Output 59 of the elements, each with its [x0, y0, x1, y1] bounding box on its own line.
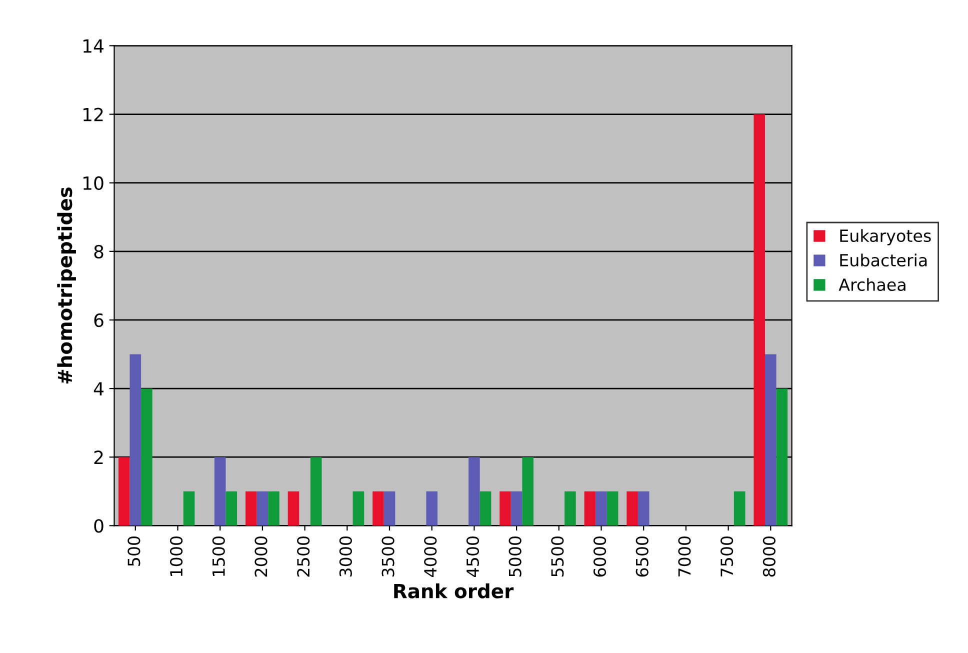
legend-label: Eukaryotes — [840, 229, 931, 246]
bar — [246, 491, 257, 526]
x-tick-label: 7000 — [678, 536, 691, 576]
x-tick-label: 2000 — [254, 536, 268, 577]
bar — [596, 491, 607, 526]
bar — [256, 491, 268, 526]
bar — [226, 491, 238, 526]
bar — [118, 457, 130, 526]
bar — [288, 491, 300, 526]
bar — [480, 491, 492, 526]
bar — [384, 491, 396, 526]
x-tick-label: 3500 — [382, 536, 394, 577]
bar — [765, 354, 776, 526]
y-tick-label: 6 — [94, 313, 104, 328]
bar — [352, 491, 364, 526]
x-tick-label: 7500 — [720, 536, 734, 576]
bar — [510, 491, 522, 526]
y-tick-label: 10 — [84, 176, 104, 190]
bar — [130, 354, 142, 526]
bar — [734, 491, 746, 526]
x-tick-label: 8000 — [762, 536, 776, 577]
legend-label: Archaea — [838, 278, 906, 291]
x-tick-label: 5500 — [551, 536, 564, 577]
bar — [776, 388, 788, 526]
bar — [584, 491, 596, 526]
bar — [754, 114, 765, 526]
y-tick-label: 14 — [84, 39, 104, 53]
x-tick-label: 6500 — [636, 536, 648, 577]
x-tick-label: 6000 — [593, 536, 606, 577]
bar — [372, 491, 384, 526]
bar — [606, 491, 618, 526]
bar — [183, 491, 195, 526]
x-tick-label: 4500 — [466, 536, 480, 577]
bar — [638, 491, 650, 526]
y-tick-label: 2 — [94, 450, 103, 464]
x-tick-label: 500 — [128, 536, 140, 566]
y-tick-label: 4 — [94, 382, 104, 396]
x-tick-label: 2500 — [297, 536, 310, 577]
y-tick-label: 8 — [94, 244, 104, 259]
bar — [626, 491, 638, 526]
y-tick-label: 12 — [84, 108, 103, 122]
bar — [564, 491, 576, 526]
x-tick-label: 1000 — [170, 536, 183, 576]
bar — [268, 491, 280, 526]
x-tick-label: 5000 — [508, 536, 522, 577]
bar — [214, 457, 226, 526]
bar — [468, 457, 480, 526]
bar — [141, 388, 152, 526]
bar — [522, 457, 534, 526]
x-tick-label: 4000 — [424, 536, 437, 577]
bar — [310, 457, 322, 526]
x-axis-title: Rank order — [394, 583, 514, 598]
x-tick-label: 3000 — [339, 536, 352, 577]
bar — [426, 491, 438, 526]
y-axis-title: #homotripeptides — [57, 187, 76, 384]
y-tick-label: 0 — [94, 519, 104, 533]
x-tick-label: 1500 — [212, 536, 225, 576]
legend-label: Eubacteria — [840, 254, 927, 267]
bar — [500, 491, 511, 526]
